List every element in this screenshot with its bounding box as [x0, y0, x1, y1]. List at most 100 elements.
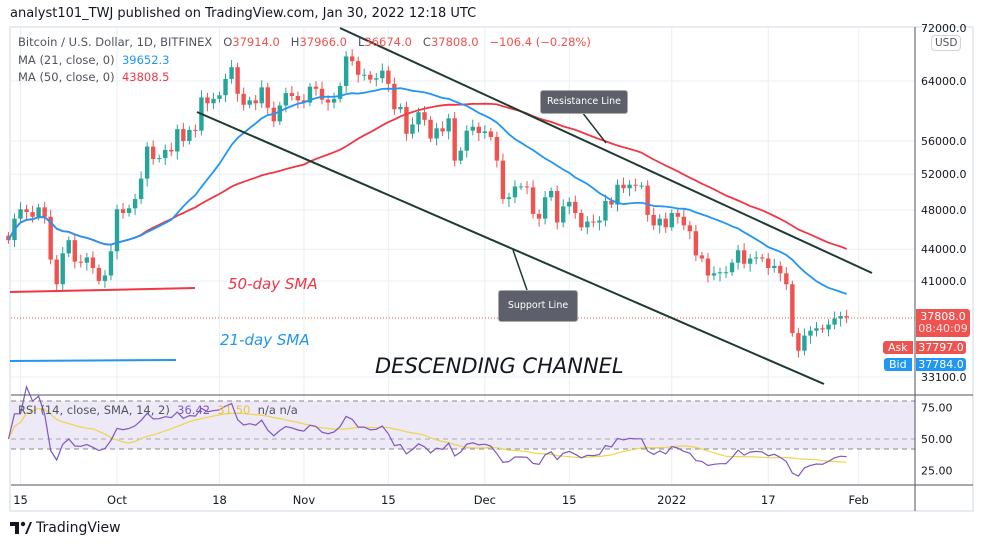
- candle-body[interactable]: [150, 146, 156, 159]
- ma21-legend[interactable]: MA (21, close, 0) 39652.3: [18, 53, 170, 67]
- candle-body[interactable]: [554, 190, 560, 223]
- candle-body[interactable]: [217, 95, 222, 99]
- candle-body[interactable]: [235, 67, 240, 94]
- candle-body[interactable]: [398, 106, 403, 110]
- candle-body[interactable]: [163, 149, 168, 159]
- candle-body[interactable]: [796, 333, 801, 351]
- candle-body[interactable]: [446, 118, 451, 132]
- candle-body[interactable]: [126, 208, 132, 213]
- candle-body[interactable]: [349, 56, 355, 62]
- candle-body[interactable]: [735, 250, 741, 263]
- candle-body[interactable]: [337, 85, 343, 99]
- candle-body[interactable]: [488, 131, 494, 137]
- candle-body[interactable]: [42, 207, 47, 217]
- candle-body[interactable]: [573, 201, 578, 213]
- candle-body[interactable]: [603, 200, 608, 221]
- resistance-trendline[interactable]: [339, 27, 873, 274]
- candle-body[interactable]: [548, 190, 554, 198]
- candle-body[interactable]: [241, 93, 246, 105]
- candle-body[interactable]: [753, 257, 759, 259]
- candle-body[interactable]: [651, 214, 656, 226]
- candle-body[interactable]: [404, 106, 409, 134]
- candle-body[interactable]: [639, 185, 644, 187]
- candle-body[interactable]: [229, 67, 234, 79]
- candle-body[interactable]: [422, 112, 427, 120]
- candle-body[interactable]: [331, 98, 337, 103]
- candle-body[interactable]: [102, 275, 108, 281]
- candle-body[interactable]: [633, 184, 638, 186]
- candle-body[interactable]: [452, 118, 457, 161]
- candle-body[interactable]: [434, 128, 439, 139]
- candle-body[interactable]: [627, 184, 632, 189]
- candle-body[interactable]: [705, 258, 711, 276]
- candle-body[interactable]: [506, 197, 512, 200]
- candle-body[interactable]: [669, 212, 674, 228]
- candle-body[interactable]: [205, 97, 210, 104]
- candle-body[interactable]: [175, 129, 180, 152]
- candle-body[interactable]: [826, 324, 831, 330]
- candle-body[interactable]: [693, 231, 699, 256]
- candle-body[interactable]: [597, 220, 602, 223]
- candle-body[interactable]: [802, 335, 807, 351]
- candle-body[interactable]: [518, 186, 524, 188]
- candle-body[interactable]: [808, 330, 813, 336]
- ma50-legend[interactable]: MA (50, close, 0) 43808.5: [18, 70, 170, 84]
- candle-body[interactable]: [766, 258, 771, 268]
- support-line-callout[interactable]: Support Line: [498, 290, 578, 322]
- candle-body[interactable]: [295, 95, 301, 101]
- candle-body[interactable]: [717, 272, 723, 274]
- candle-body[interactable]: [368, 74, 373, 80]
- candle-body[interactable]: [66, 240, 71, 254]
- candle-body[interactable]: [193, 129, 198, 131]
- candle-body[interactable]: [259, 87, 264, 104]
- candle-body[interactable]: [374, 78, 379, 80]
- candle-body[interactable]: [699, 255, 705, 259]
- candle-body[interactable]: [30, 212, 35, 217]
- candle-body[interactable]: [223, 78, 228, 96]
- candle-body[interactable]: [645, 185, 650, 215]
- candle-body[interactable]: [362, 74, 367, 76]
- candle-body[interactable]: [416, 112, 421, 125]
- candle-body[interactable]: [524, 186, 530, 188]
- candle-body[interactable]: [591, 221, 596, 223]
- candle-body[interactable]: [301, 100, 307, 103]
- candle-body[interactable]: [681, 216, 687, 226]
- candle-body[interactable]: [277, 105, 283, 122]
- descending-channel-annotation[interactable]: DESCENDING CHANNEL: [375, 354, 624, 378]
- candle-body[interactable]: [687, 225, 693, 232]
- candle-body[interactable]: [132, 199, 138, 209]
- candle-body[interactable]: [536, 213, 542, 219]
- rsi-legend[interactable]: RSI (14, close, SMA, 14, 2) 36.42 31.50 …: [18, 403, 298, 417]
- candle-body[interactable]: [325, 99, 331, 103]
- candle-body[interactable]: [482, 131, 488, 134]
- candle-body[interactable]: [108, 251, 114, 276]
- candle-body[interactable]: [561, 206, 566, 223]
- candle-body[interactable]: [247, 100, 252, 105]
- candle-body[interactable]: [289, 93, 295, 96]
- candle-body[interactable]: [784, 273, 789, 285]
- candle-body[interactable]: [265, 87, 270, 108]
- candle-body[interactable]: [319, 88, 325, 100]
- candle-body[interactable]: [778, 265, 783, 274]
- candle-body[interactable]: [838, 316, 843, 319]
- candle-body[interactable]: [609, 200, 614, 205]
- candle-body[interactable]: [187, 129, 192, 141]
- sma50-annotation[interactable]: 50-day SMA: [228, 275, 318, 293]
- candle-body[interactable]: [307, 86, 313, 103]
- candle-body[interactable]: [790, 284, 795, 334]
- candle-body[interactable]: [814, 328, 819, 331]
- candle-body[interactable]: [844, 316, 849, 318]
- candle-body[interactable]: [392, 83, 397, 110]
- candle-body[interactable]: [530, 187, 536, 214]
- candle-body[interactable]: [181, 129, 186, 141]
- candle-body[interactable]: [24, 209, 29, 213]
- currency-button[interactable]: USD: [931, 35, 962, 51]
- candle-body[interactable]: [567, 201, 572, 207]
- sma21-annotation[interactable]: 21-day SMA: [220, 331, 310, 349]
- candle-body[interactable]: [615, 184, 620, 205]
- candle-body[interactable]: [723, 272, 729, 274]
- candle-body[interactable]: [729, 262, 735, 273]
- support-trendline[interactable]: [196, 111, 825, 385]
- candle-body[interactable]: [18, 209, 23, 219]
- candle-body[interactable]: [410, 124, 415, 134]
